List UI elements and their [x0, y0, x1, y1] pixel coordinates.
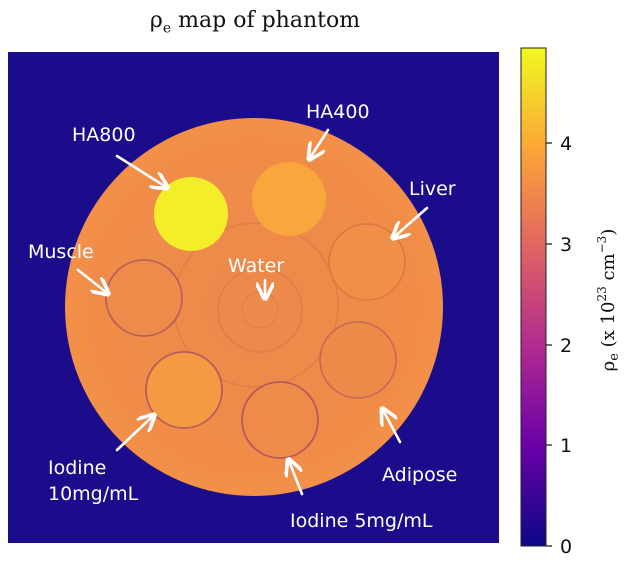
label-water: Water [228, 255, 284, 277]
arrow-adipose [383, 410, 402, 444]
colorbar-ticks [546, 142, 552, 547]
label-iodine5: Iodine 5mg/mL [290, 510, 433, 532]
label-liver: Liver [409, 178, 456, 200]
colorbar-tick-1: 1 [560, 435, 572, 457]
colorbar-tick-3: 3 [560, 234, 572, 256]
colorbar-tick-2: 2 [560, 335, 572, 357]
insert-ha400 [252, 162, 326, 236]
arrow-ha800 [115, 154, 166, 187]
label-iodine10-line2: 10mg/mL [48, 483, 139, 505]
title-rest: map of phantom [171, 8, 361, 33]
arrow-liver [394, 206, 429, 237]
label-adipose: Adipose [382, 464, 457, 486]
label-ha800: HA800 [72, 124, 136, 146]
colorbar [520, 47, 547, 547]
insert-adipose [319, 321, 397, 399]
figure-title: ρe map of phantom [0, 8, 510, 36]
label-ha400: HA400 [306, 101, 370, 123]
insert-ha800 [154, 177, 228, 251]
arrow-iodine10 [115, 416, 153, 452]
water-ring-outer [217, 267, 303, 353]
title-symbol: ρ [149, 8, 163, 33]
arrow-ha400 [310, 128, 330, 158]
insert-liver [328, 223, 406, 301]
insert-iodine5 [241, 381, 319, 459]
insert-iodine10 [145, 351, 223, 429]
colorbar-label: ρe (x 1023 cm−3) [595, 229, 622, 372]
colorbar-tick-4: 4 [560, 133, 572, 155]
insert-muscle [105, 259, 183, 337]
arrow-muscle [76, 268, 107, 293]
title-subscript: e [162, 20, 172, 37]
label-muscle: Muscle [28, 241, 94, 263]
label-iodine10-line1: Iodine [48, 457, 106, 479]
colorbar-tick-0: 0 [560, 536, 572, 558]
arrow-iodine5 [289, 461, 304, 496]
